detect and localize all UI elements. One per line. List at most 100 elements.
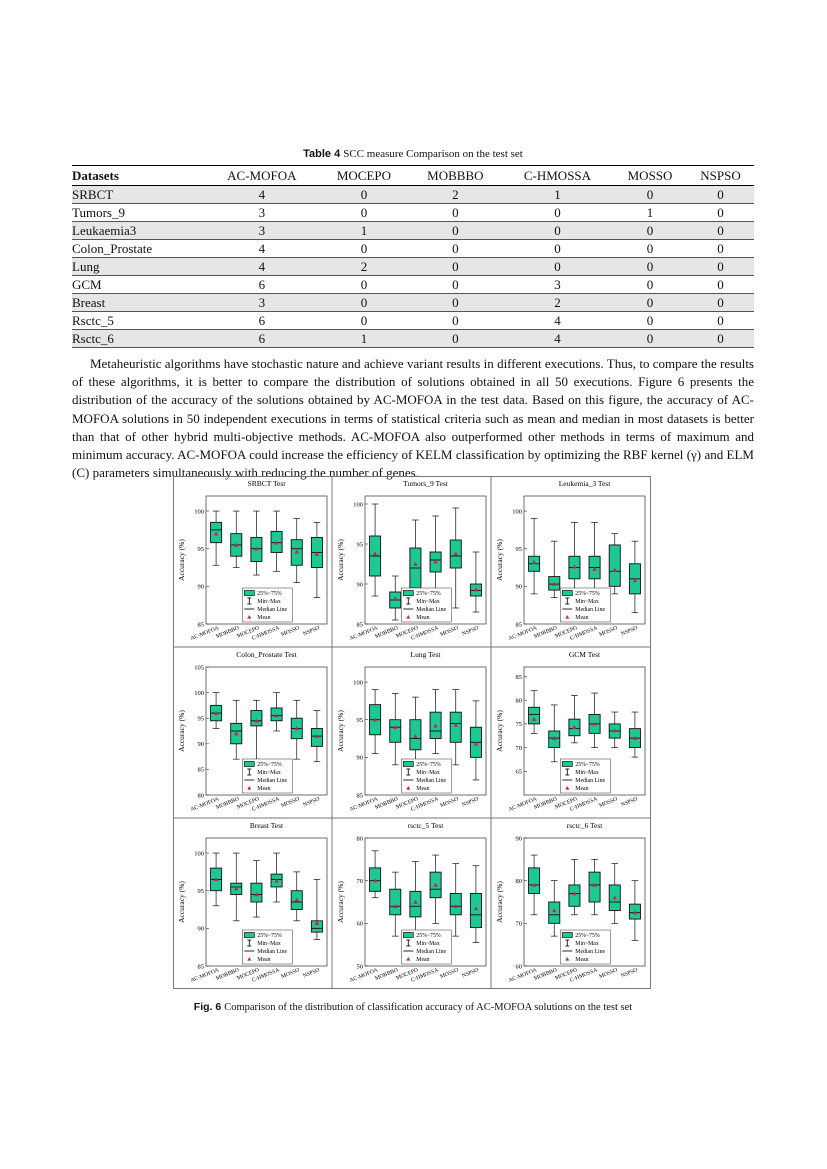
box [250,710,263,727]
table-row: Colon_Prostate 4 0 0 0 0 0 [72,239,754,258]
x-tick-label: MOBBBO [374,796,399,811]
x-tick-label: MOSSO [439,967,459,980]
plot-frame [364,666,487,796]
table-cell: 0 [408,275,502,294]
table-cell: 4 [204,185,320,204]
legend-label: Mean [416,786,429,792]
x-tick-label: MOSSO [598,967,618,980]
column-header: MOCEPO [319,165,409,186]
mean-marker [393,596,398,601]
mean-marker [433,882,438,887]
legend-label: 25%~75% [257,762,282,768]
column-header: MOBBBO [408,165,502,186]
box [469,893,482,929]
plot-frame [523,837,646,967]
table-cell: Rsctc_6 [72,329,205,348]
legend-swatch [402,761,414,767]
mean-marker [314,733,320,738]
legend-swatch [406,615,411,619]
mean-marker [213,531,219,536]
mean-marker [372,878,378,883]
plot-frame [205,666,328,796]
table-cell: 0 [613,293,688,312]
y-tick-label: 70 [516,921,523,928]
mean-marker [453,722,458,727]
table-cell: 0 [319,203,409,222]
table-row: Leukaemia3 3 1 0 0 0 0 [72,221,754,240]
legend-label: Mean [575,786,588,792]
plot-frame [364,495,487,625]
table-cell: Leukaemia3 [72,221,205,240]
y-axis-label: Accuracy (%) [495,710,504,752]
table-cell: 0 [687,185,754,204]
y-tick-label: 90 [198,741,205,748]
mean-marker [612,895,617,900]
legend-label: Min~Max [575,941,599,947]
box [528,867,541,894]
table-cell: 0 [501,221,613,240]
chart-title: Tumors_9 Test [403,479,449,488]
mean-marker [254,718,259,723]
legend-label: 25%~75% [416,591,441,597]
table-cell: 0 [613,311,688,330]
table-cell: 3 [204,221,320,240]
table-cell: 0 [687,311,754,330]
legend-label: Median Line [575,778,605,784]
table-cell: 0 [408,221,502,240]
y-tick-label: 80 [516,697,523,704]
x-tick-label: NSPSO [461,967,479,979]
legend-label: Mean [575,957,588,963]
mean-marker [254,546,259,551]
mean-marker [531,716,537,721]
y-tick-label: 100 [353,501,363,508]
box [389,888,402,916]
header-row: Datasets AC-MOFOA MOCEPO MOBBBO C-HMOSSA MOSS… [72,165,754,186]
mean-marker [294,897,299,902]
table-cell: 0 [319,275,409,294]
mean-marker [254,892,259,897]
mean-marker [592,882,597,887]
chart-title: rsctc_6 Test [567,821,604,830]
legend-swatch [247,615,252,619]
mean-marker [552,735,557,740]
x-tick-label: NSPSO [620,796,638,808]
mean-marker [433,559,438,564]
legend-label: Min~Max [416,941,440,947]
legend-swatch [561,590,573,596]
column-header: Datasets [72,165,205,186]
y-tick-label: 90 [516,835,523,842]
y-tick-label: 100 [194,850,204,857]
table-cell: 0 [408,203,502,222]
table-cell: 1 [613,203,688,222]
y-tick-label: 85 [516,621,523,628]
table-cell: 0 [687,275,754,294]
table-cell: 0 [501,203,613,222]
table-cell: 0 [501,239,613,258]
x-tick-label: MOSSO [598,625,618,638]
y-axis-label: Accuracy (%) [336,710,345,752]
table-row: Breast 3 0 0 2 0 0 [72,293,754,312]
mean-marker [612,567,617,572]
legend-swatch [565,957,570,961]
table-cell: 0 [687,293,754,312]
x-tick-label: NSPSO [302,796,320,808]
table-cell: 3 [501,275,613,294]
legend-swatch [561,932,573,938]
legend-label: Median Line [416,607,446,613]
legend-label: Median Line [257,607,287,613]
legend-label: Mean [257,957,270,963]
table-label: Table 4 [303,148,341,160]
table-cell: 0 [687,221,754,240]
mean-marker [372,551,378,556]
x-tick-label: NSPSO [620,625,638,637]
y-tick-label: 95 [516,546,523,553]
y-tick-label: 85 [357,792,364,799]
table-cell: 0 [319,239,409,258]
legend-label: Mean [575,615,588,621]
y-tick-label: 95 [198,716,205,723]
mean-marker [473,906,479,911]
table-cell: 0 [687,239,754,258]
mean-marker [314,920,320,925]
